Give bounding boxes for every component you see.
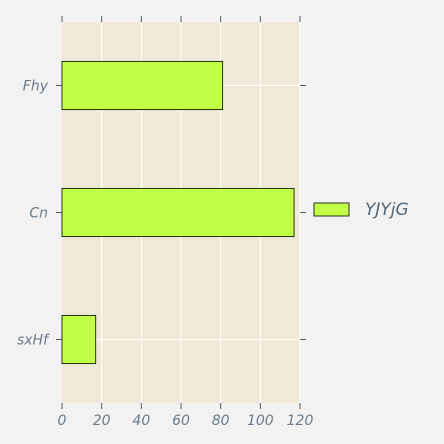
x-tick-label: 60	[172, 413, 190, 429]
legend-swatch	[313, 202, 350, 217]
y-axis-ticks: Fhy Cn sxHf	[17, 79, 306, 349]
x-tick-label: 80	[212, 413, 230, 429]
y-tick-label: Cn	[29, 206, 48, 222]
x-tick-label: 0	[58, 413, 67, 429]
legend: YJYjG	[313, 200, 409, 220]
bars	[61, 60, 295, 365]
x-tick-label: 100	[247, 413, 274, 429]
x-axis-ticks: 0 20 40 60 80 100 120	[58, 16, 314, 429]
legend-label: YJYjG	[365, 200, 409, 220]
bar	[61, 60, 224, 111]
bar	[61, 187, 295, 238]
y-tick-label: Fhy	[23, 79, 49, 95]
x-tick-label: 120	[287, 413, 314, 429]
y-tick-label: sxHf	[17, 333, 50, 349]
x-tick-label: 20	[93, 413, 111, 429]
x-tick-label: 40	[132, 413, 150, 429]
bar	[61, 314, 97, 365]
